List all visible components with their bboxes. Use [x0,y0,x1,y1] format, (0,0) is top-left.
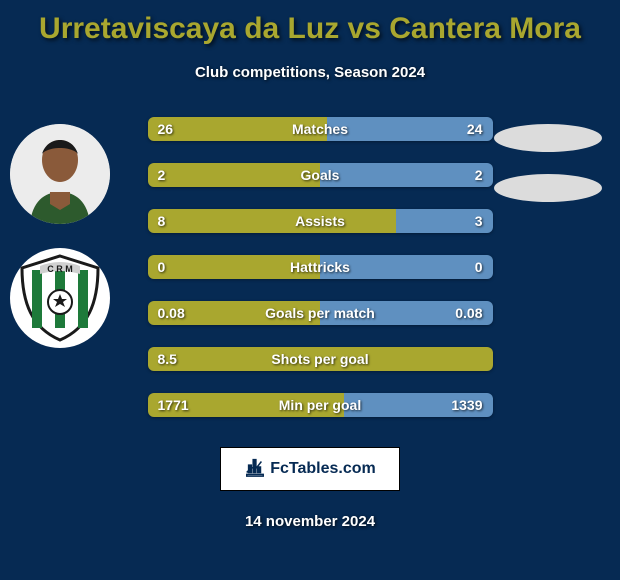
bar-value-right: 3 [475,209,483,233]
date: 14 november 2024 [245,513,375,530]
bar-label: Goals per match [148,301,493,325]
club-badge: C R M [10,248,110,348]
svg-text:C R M: C R M [47,264,73,274]
bar-label: Shots per goal [148,347,493,371]
oval-indicator [494,124,602,152]
stat-bar: Assists8 3 [148,209,493,233]
page-title: Urretaviscaya da Luz vs Cantera Mora [39,12,581,46]
bar-value-left: 8 [158,209,166,233]
stat-bar: Hattricks0 0 [148,255,493,279]
subtitle: Club competitions, Season 2024 [195,64,425,81]
bar-label: Assists [148,209,493,233]
bar-value-left: 0.08 [158,301,185,325]
bar-label: Goals [148,163,493,187]
stat-bar: Min per goal1771 1339 [148,393,493,417]
stat-bar: Shots per goal8.5 [148,347,493,371]
bar-value-right: 0.08 [455,301,482,325]
chart-icon [244,456,266,483]
bar-value-right: 24 [467,117,483,141]
rank-ovals [494,124,602,202]
oval-indicator [494,174,602,202]
bar-value-right: 0 [475,255,483,279]
stat-bar: Goals2 2 [148,163,493,187]
avatars-column: C R M [10,124,110,348]
bar-value-left: 0 [158,255,166,279]
fctables-logo: FcTables.com [220,447,400,491]
stat-bar: Matches26 24 [148,117,493,141]
bar-value-left: 1771 [158,393,189,417]
logo-text: FcTables.com [270,460,376,478]
bar-value-left: 2 [158,163,166,187]
bar-label: Matches [148,117,493,141]
bar-label: Min per goal [148,393,493,417]
bar-value-right: 2 [475,163,483,187]
stat-bars: Matches26 24 Goals2 2 Assists8 3 Hattricks0 0 Go… [148,117,493,417]
stat-bar: Goals per match0.08 0.08 [148,301,493,325]
bar-value-right: 1339 [451,393,482,417]
bar-value-left: 26 [158,117,174,141]
player-avatar [10,124,110,224]
bar-value-left: 8.5 [158,347,177,371]
comparison-container: Urretaviscaya da Luz vs Cantera Mora Clu… [0,0,620,580]
bar-label: Hattricks [148,255,493,279]
